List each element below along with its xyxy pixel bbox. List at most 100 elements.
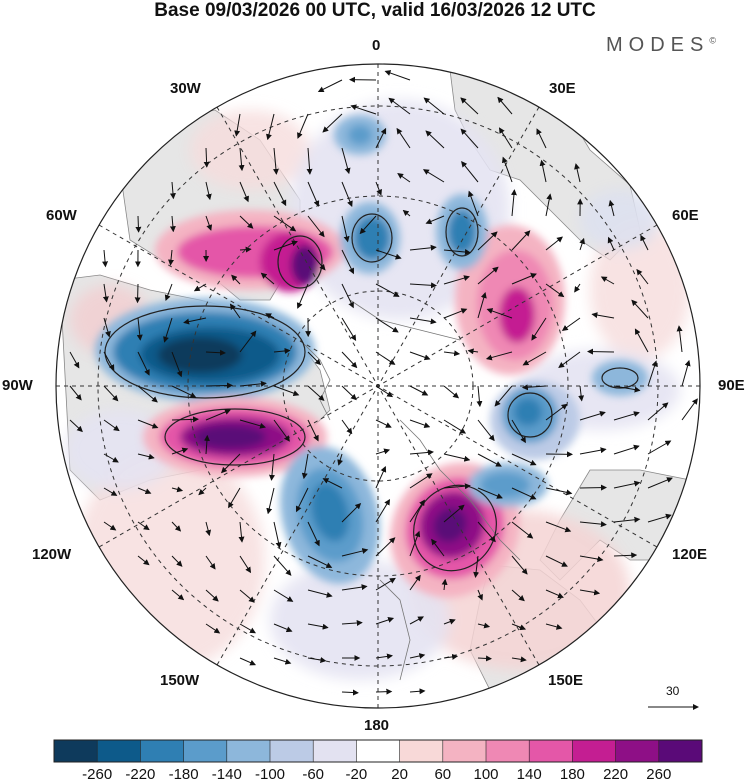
wind-vector bbox=[443, 504, 465, 523]
wind-vector bbox=[239, 589, 255, 603]
wind-vector bbox=[402, 209, 411, 217]
colorbar-tick-label: 60 bbox=[434, 766, 452, 783]
negative-anomaly-south bbox=[280, 446, 380, 584]
wind-vector bbox=[511, 419, 526, 444]
colorbar-swatch bbox=[442, 740, 487, 762]
wind-vector bbox=[341, 548, 369, 557]
wind-vector bbox=[205, 215, 213, 231]
wind-vector bbox=[198, 487, 207, 496]
anomaly-cores bbox=[95, 115, 648, 598]
map-disk bbox=[56, 64, 700, 708]
wind-vector bbox=[647, 360, 658, 387]
wind-vector bbox=[579, 447, 607, 455]
wind-vector bbox=[423, 97, 445, 115]
wind-vector bbox=[205, 409, 231, 421]
wind-vector bbox=[273, 555, 292, 576]
wind-vector bbox=[511, 589, 525, 602]
wind-vector bbox=[587, 348, 615, 355]
wind-vector bbox=[511, 487, 537, 500]
wind-vector bbox=[647, 477, 673, 489]
wind-vector bbox=[103, 385, 119, 402]
wind-vector bbox=[137, 555, 150, 566]
wind-vector bbox=[640, 234, 649, 251]
colorbar-swatch bbox=[615, 740, 660, 762]
graticule bbox=[56, 64, 700, 708]
wind-vector bbox=[409, 385, 429, 396]
wind-vector bbox=[498, 127, 513, 149]
lon-label-150w: 150W bbox=[160, 672, 200, 689]
wind-vector bbox=[608, 199, 615, 217]
wind-vector bbox=[205, 521, 212, 537]
lon-label-60w: 60W bbox=[46, 207, 77, 224]
wind-vector bbox=[103, 453, 119, 463]
wind-vector bbox=[522, 351, 547, 366]
wind-vector bbox=[307, 385, 325, 401]
wind-vector bbox=[307, 249, 326, 271]
colorbar-tick-label: -100 bbox=[254, 766, 286, 783]
wind-vector bbox=[574, 163, 581, 183]
wind-vector bbox=[341, 215, 350, 243]
wind-vector bbox=[137, 521, 150, 531]
wind-vector bbox=[229, 303, 241, 319]
colorbar-tick-label: 260 bbox=[646, 766, 672, 783]
wind-vector bbox=[273, 181, 287, 207]
wind-vector bbox=[296, 487, 309, 513]
lon-label-90w: 90W bbox=[2, 377, 33, 394]
wind-vector bbox=[297, 113, 309, 139]
wind-vector bbox=[486, 308, 513, 319]
colorbar-swatch bbox=[529, 740, 573, 762]
lon-label-120w: 120W bbox=[32, 546, 72, 563]
wind-vector bbox=[477, 453, 502, 467]
wind-vector bbox=[647, 440, 672, 455]
wind-vector bbox=[273, 589, 294, 602]
wind-vector bbox=[341, 689, 359, 696]
colorbar-tick-label: -260 bbox=[82, 766, 113, 783]
wind-vector bbox=[579, 555, 604, 563]
wind-vector bbox=[239, 623, 256, 634]
wind-vector bbox=[494, 385, 513, 407]
wind-vector bbox=[350, 104, 377, 115]
wind-vector bbox=[169, 181, 176, 200]
wind-vector bbox=[631, 299, 649, 319]
wind-vector bbox=[171, 416, 199, 423]
wind-vector bbox=[238, 147, 245, 172]
wind-vector bbox=[341, 249, 354, 275]
wind-vector bbox=[511, 453, 537, 466]
wind-vector bbox=[239, 380, 267, 387]
wind-vector bbox=[337, 453, 344, 466]
wind-vector bbox=[238, 521, 245, 543]
wind-vector bbox=[260, 272, 275, 285]
wind-vector bbox=[103, 351, 115, 371]
wind-vector bbox=[169, 215, 176, 233]
colorbar-tick-label: 220 bbox=[603, 766, 629, 783]
wind-vector bbox=[579, 589, 601, 596]
colorbar-swatch bbox=[356, 740, 401, 762]
wind-vector bbox=[296, 283, 309, 309]
wind-vector bbox=[135, 215, 142, 233]
wind-vector bbox=[359, 215, 377, 235]
wind-vector bbox=[239, 330, 257, 353]
wind-vector bbox=[273, 521, 282, 549]
wind-vector bbox=[103, 317, 111, 338]
colorbar-border bbox=[53, 739, 703, 763]
wind-vector bbox=[273, 385, 300, 397]
wind-vector bbox=[341, 351, 358, 369]
wind-vector bbox=[443, 385, 460, 399]
map-border bbox=[55, 63, 701, 709]
colorbar bbox=[53, 739, 703, 763]
wind-vector bbox=[476, 385, 483, 408]
wind-vector bbox=[409, 282, 437, 289]
wind-vector bbox=[409, 616, 424, 625]
wind-vector bbox=[375, 617, 395, 625]
wind-vector bbox=[239, 181, 249, 203]
wind-vector bbox=[613, 411, 640, 421]
wind-vector bbox=[545, 487, 573, 496]
wind-vector bbox=[239, 215, 254, 229]
wind-vector bbox=[301, 453, 309, 480]
colorbar-swatch bbox=[54, 740, 98, 762]
wind-vector bbox=[409, 317, 437, 325]
wind-vector bbox=[375, 249, 402, 260]
wind-vector bbox=[578, 385, 585, 402]
wind-vector bbox=[521, 384, 547, 391]
wind-vector bbox=[396, 127, 411, 149]
